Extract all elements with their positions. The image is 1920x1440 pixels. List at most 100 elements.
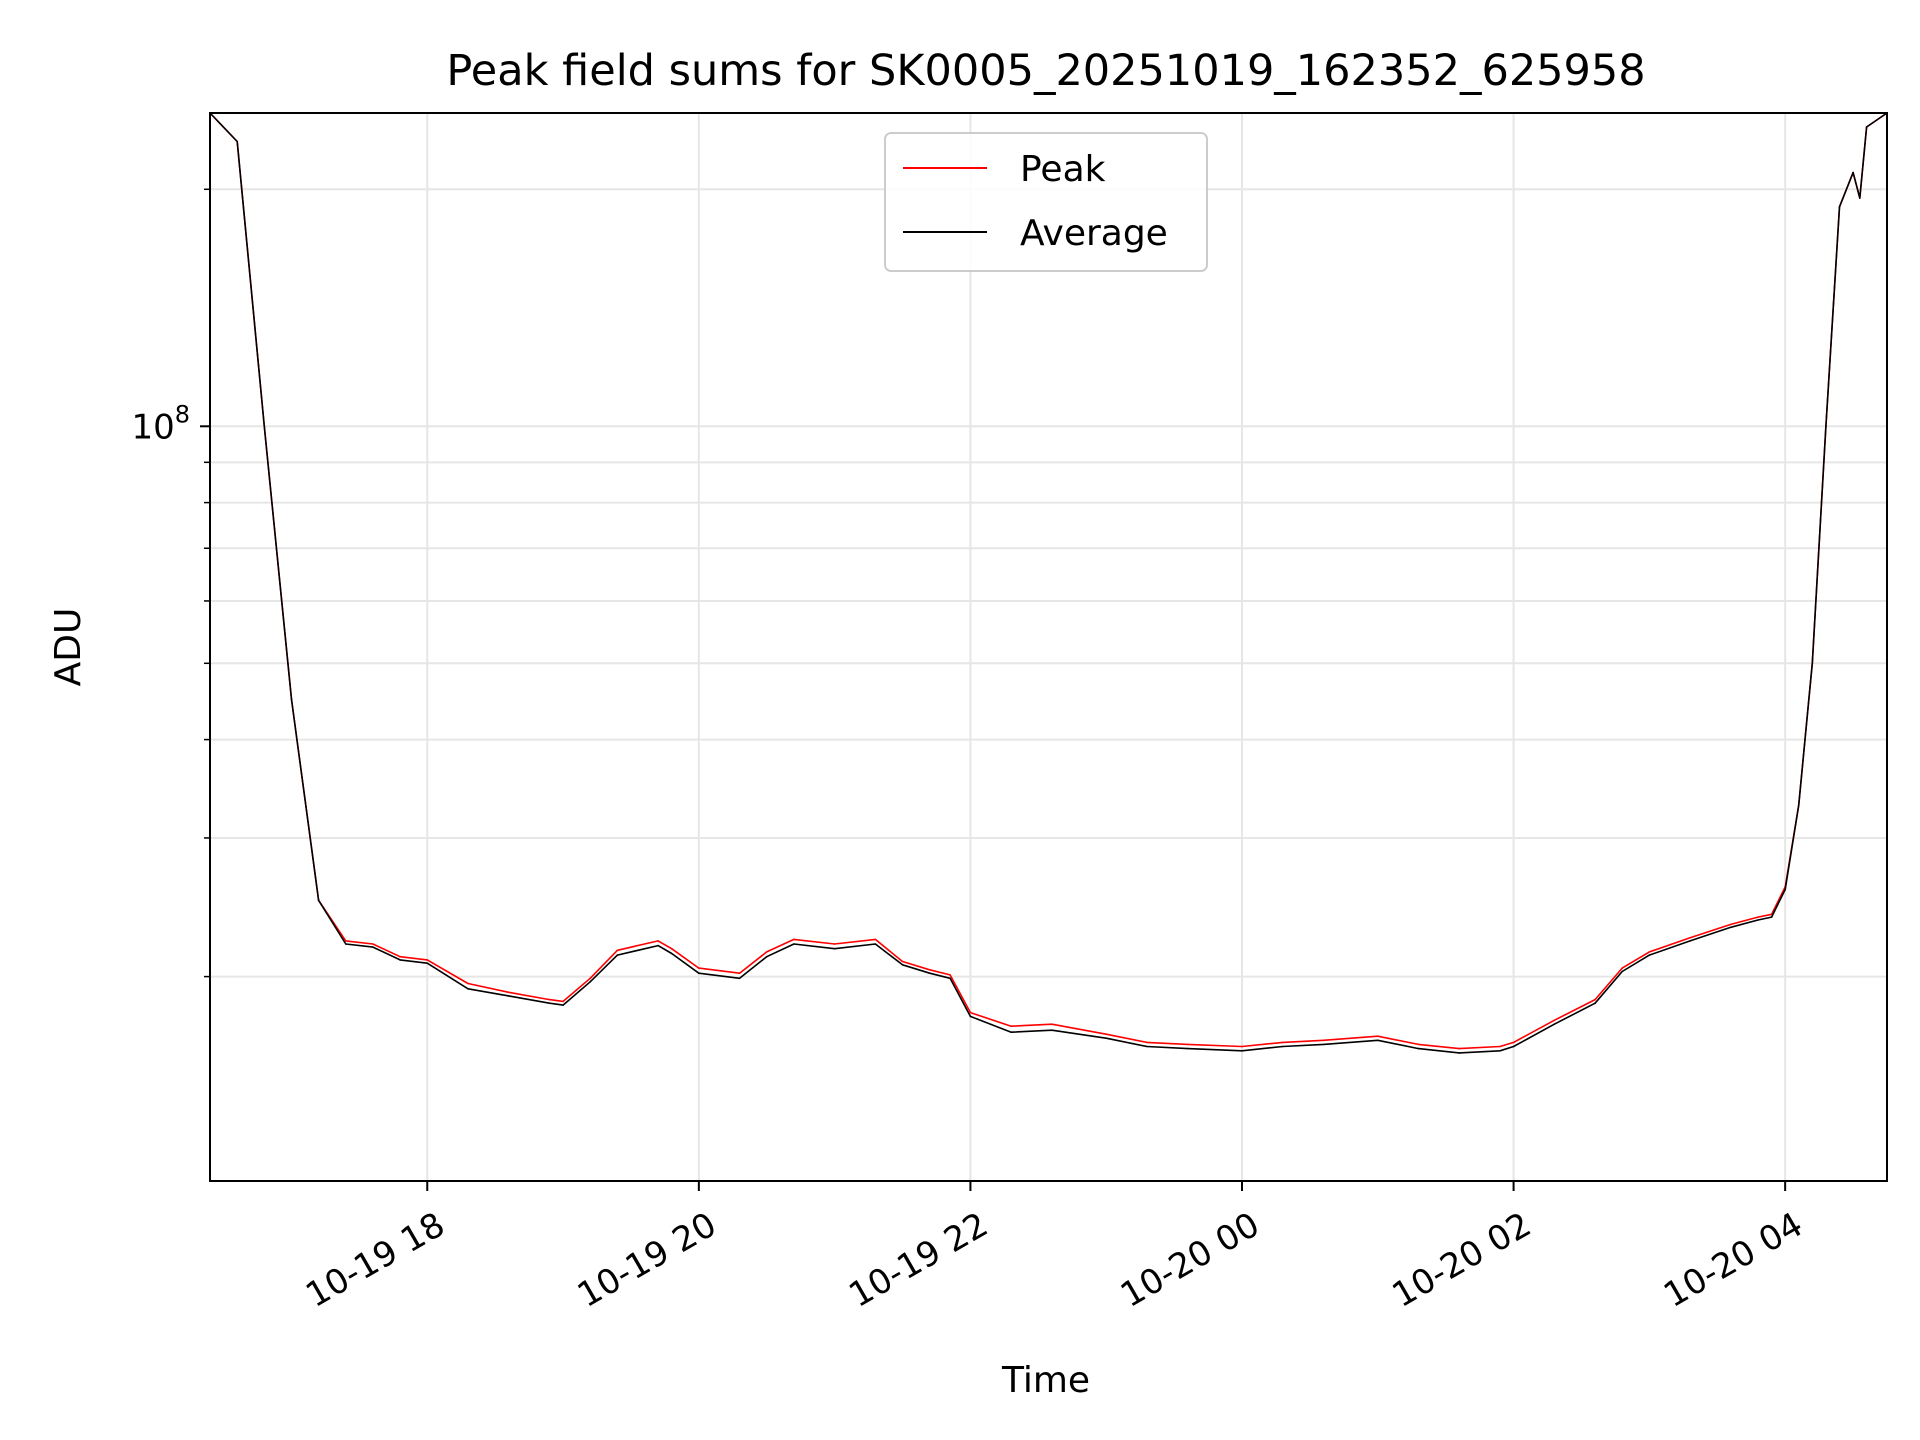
data-point-peak <box>1458 1047 1461 1050</box>
data-point-average <box>1757 919 1759 921</box>
data-point-peak <box>1594 998 1596 1001</box>
data-point-average <box>901 964 904 966</box>
data-point-average <box>949 977 951 980</box>
data-point-average <box>345 943 347 945</box>
data-point-average <box>1859 197 1861 199</box>
data-point-peak <box>467 982 469 985</box>
data-point-peak <box>1146 1041 1148 1044</box>
data-point-average <box>1512 1045 1515 1048</box>
data-point-average <box>548 1002 551 1004</box>
data-point-average <box>290 698 293 701</box>
data-point-peak <box>562 1000 564 1003</box>
legend: Peak Average <box>884 132 1208 272</box>
series-group <box>209 112 1888 1054</box>
data-point-peak <box>874 938 877 941</box>
data-point-average <box>1594 1002 1596 1004</box>
data-point-peak <box>1377 1035 1379 1037</box>
data-point-average <box>616 954 619 956</box>
data-point-average <box>1105 1037 1107 1039</box>
data-point-average <box>670 952 673 955</box>
data-point-average <box>263 425 266 428</box>
x-axis-label: Time <box>1001 1360 1090 1401</box>
data-point-average <box>657 944 659 947</box>
legend-average-label: Average <box>1020 213 1168 254</box>
data-point-average <box>562 1004 564 1006</box>
data-point-peak <box>928 969 931 971</box>
data-point-peak <box>949 974 951 976</box>
data-point-peak <box>1512 1041 1515 1044</box>
data-point-peak <box>345 940 347 942</box>
data-point-peak <box>1689 937 1691 939</box>
data-point-average <box>969 1015 972 1018</box>
data-point-peak <box>1648 951 1651 953</box>
data-point-peak <box>833 943 836 945</box>
data-point-average <box>1553 1023 1556 1025</box>
data-point-average <box>1186 1047 1189 1050</box>
data-point-average <box>426 962 429 964</box>
data-point-peak <box>738 972 741 974</box>
data-point-peak <box>548 998 551 1001</box>
data-point-average <box>928 972 931 974</box>
data-point-average <box>1838 206 1841 208</box>
data-point-peak <box>1051 1023 1053 1025</box>
data-point-peak <box>507 991 510 994</box>
data-point-average <box>1322 1043 1325 1046</box>
data-point-peak <box>1730 923 1732 926</box>
chart-title: Peak field sums for SK0005_20251019_1623… <box>446 46 1645 96</box>
data-point-average <box>372 946 374 948</box>
data-point-peak <box>969 1011 972 1014</box>
data-point-average <box>399 959 401 961</box>
data-point-average <box>1458 1052 1461 1054</box>
data-point-peak <box>372 943 374 945</box>
plot-frame <box>209 112 1888 1182</box>
data-point-average <box>1865 126 1868 128</box>
data-point-peak <box>1186 1043 1189 1046</box>
data-point-peak <box>1757 916 1759 918</box>
data-point-average <box>1281 1045 1284 1048</box>
data-point-average <box>793 943 795 945</box>
y-tick-base: 10 <box>131 407 174 447</box>
data-point-average <box>1852 171 1854 174</box>
data-point-average <box>1241 1050 1243 1052</box>
data-point-average <box>765 955 768 958</box>
data-point-peak <box>793 938 795 941</box>
data-point-peak <box>1241 1045 1243 1048</box>
data-point-average <box>467 988 469 990</box>
data-point-peak <box>426 959 429 961</box>
data-point-peak <box>1553 1019 1556 1022</box>
data-point-average <box>1417 1047 1420 1050</box>
data-point-average <box>1811 662 1814 665</box>
data-point-peak <box>698 967 700 969</box>
data-point-average <box>1377 1039 1379 1042</box>
data-point-peak <box>765 951 768 953</box>
data-point-average <box>1499 1050 1501 1052</box>
data-point-peak <box>1417 1043 1420 1046</box>
data-point-average <box>1621 970 1623 973</box>
y-tick-exponent: 8 <box>175 400 190 428</box>
y-axis-label: ADU <box>48 608 89 687</box>
data-point-peak <box>1281 1041 1284 1044</box>
y-axis-ticks: 108 <box>131 188 210 978</box>
legend-peak-label: Peak <box>1020 149 1106 190</box>
data-point-average <box>589 981 591 983</box>
y-major-tick-label: 108 <box>131 400 190 447</box>
data-point-average <box>1689 940 1691 942</box>
data-point-peak <box>1621 967 1623 969</box>
data-point-average <box>1730 926 1732 929</box>
data-point-average <box>833 947 836 950</box>
data-point-average <box>1784 888 1786 891</box>
data-point-average <box>1146 1045 1148 1048</box>
data-point-average <box>1797 804 1800 807</box>
data-point-peak <box>1010 1025 1012 1027</box>
data-point-average <box>1051 1029 1053 1031</box>
data-point-average <box>1010 1031 1012 1033</box>
data-point-average <box>1648 954 1651 956</box>
data-point-average <box>236 140 238 143</box>
data-point-average <box>1770 916 1773 918</box>
data-point-average <box>698 972 700 974</box>
data-point-peak <box>657 940 659 942</box>
data-point-peak <box>1322 1039 1325 1042</box>
data-point-peak <box>589 977 591 980</box>
data-point-peak <box>670 947 673 950</box>
